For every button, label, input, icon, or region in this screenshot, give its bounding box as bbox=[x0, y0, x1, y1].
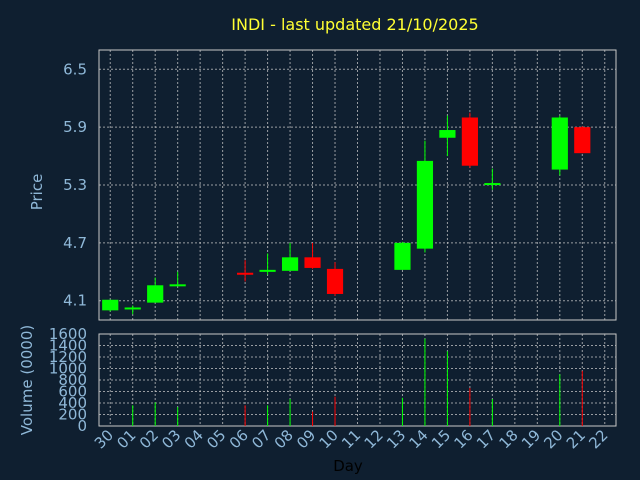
price-tick-label: 5.9 bbox=[63, 118, 87, 136]
price-axis-label: Price bbox=[28, 174, 46, 211]
candle-body bbox=[304, 257, 321, 268]
volume-axis-label: Volume (0000) bbox=[18, 325, 36, 435]
candle-body bbox=[102, 299, 119, 311]
candle-body bbox=[574, 127, 591, 154]
candle-body bbox=[281, 257, 299, 271]
candle-body bbox=[147, 285, 164, 303]
price-tick-label: 4.1 bbox=[63, 292, 87, 310]
price-tick-label: 6.5 bbox=[63, 60, 87, 78]
candle-body bbox=[237, 272, 254, 275]
candle-body bbox=[551, 117, 568, 170]
volume-tick-label: 600 bbox=[58, 383, 87, 401]
candle-body bbox=[169, 284, 186, 287]
volume-tick-label: 1200 bbox=[49, 348, 87, 366]
candle-body bbox=[484, 183, 501, 186]
candle-body bbox=[124, 307, 141, 310]
volume-tick-label: 400 bbox=[58, 394, 87, 412]
candle-body bbox=[259, 269, 276, 272]
volume-tick-label: 800 bbox=[58, 371, 87, 389]
volume-tick-label: 1000 bbox=[49, 360, 87, 378]
volume-tick-label: 1400 bbox=[49, 337, 87, 355]
candle-body bbox=[461, 117, 478, 166]
x-tick-label: 22 bbox=[585, 426, 611, 452]
candle-body bbox=[326, 268, 344, 294]
candle-body bbox=[394, 242, 411, 270]
volume-tick-label: 200 bbox=[58, 406, 87, 424]
candle-body bbox=[439, 130, 456, 138]
volume-tick-label: 0 bbox=[77, 417, 87, 435]
x-axis-label: Day bbox=[333, 457, 363, 475]
volume-tick-label: 1600 bbox=[49, 325, 87, 343]
chart-title: INDI - last updated 21/10/2025 bbox=[231, 15, 478, 34]
price-tick-label: 5.3 bbox=[63, 176, 87, 194]
candle-body bbox=[416, 160, 434, 249]
price-tick-label: 4.7 bbox=[63, 234, 87, 252]
